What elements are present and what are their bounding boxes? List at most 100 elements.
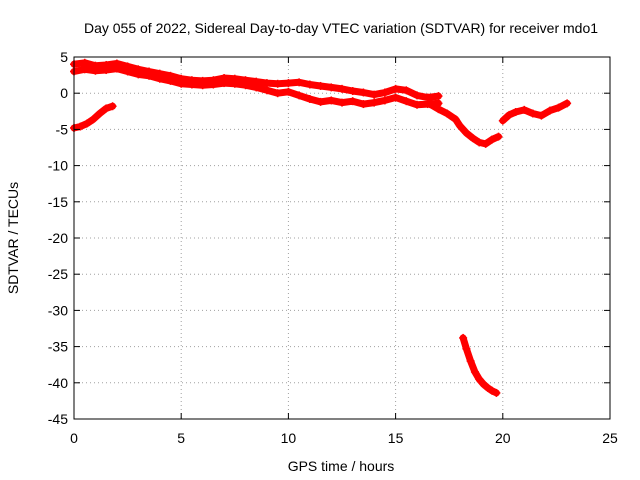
- data-point: [359, 88, 368, 97]
- x-tick-label: 15: [388, 430, 404, 446]
- data-point: [475, 375, 484, 384]
- data-point: [295, 78, 304, 87]
- data-point: [528, 109, 537, 118]
- data-point: [112, 64, 121, 73]
- y-tick-label: -45: [48, 411, 68, 427]
- data-point: [462, 129, 471, 138]
- data-point: [370, 90, 379, 99]
- data-point: [76, 122, 85, 131]
- x-tick-label: 20: [495, 430, 511, 446]
- y-tick-label: -20: [48, 230, 68, 246]
- y-tick-label: -5: [56, 121, 69, 137]
- data-point: [348, 87, 357, 96]
- x-tick-label: 5: [177, 430, 185, 446]
- y-tick-label: -40: [48, 375, 68, 391]
- data-point: [305, 80, 314, 89]
- y-tick-label: -10: [48, 158, 68, 174]
- data-point: [102, 66, 111, 75]
- data-point: [505, 110, 514, 119]
- data-point: [102, 104, 111, 113]
- y-tick-label: -35: [48, 339, 68, 355]
- data-point: [145, 71, 154, 80]
- data-point: [479, 380, 488, 389]
- data-point: [166, 76, 175, 85]
- data-point: [316, 81, 325, 90]
- data-point: [494, 132, 503, 141]
- data-point: [80, 65, 89, 74]
- data-point: [284, 79, 293, 88]
- series-track-17-to-20: [426, 100, 502, 148]
- data-point: [327, 96, 336, 105]
- data-point: [108, 102, 117, 111]
- data-point: [554, 103, 563, 112]
- data-point: [230, 79, 239, 88]
- data-point: [434, 92, 443, 101]
- x-tick-label: 10: [281, 430, 297, 446]
- data-point: [370, 98, 379, 107]
- data-point: [520, 105, 529, 114]
- data-point: [262, 86, 271, 95]
- y-tick-label: -25: [48, 266, 68, 282]
- data-point: [177, 79, 186, 88]
- data-point: [492, 388, 501, 397]
- y-tick-label: -30: [48, 302, 68, 318]
- data-point: [241, 81, 250, 90]
- data-point: [89, 115, 98, 124]
- data-point: [220, 79, 229, 88]
- data-point: [488, 386, 497, 395]
- data-point: [284, 87, 293, 96]
- data-point: [391, 93, 400, 102]
- data-point: [327, 83, 336, 92]
- data-point: [82, 119, 91, 128]
- data-point: [475, 138, 484, 147]
- data-point: [402, 86, 411, 95]
- x-tick-label: 0: [70, 430, 78, 446]
- data-point: [498, 116, 507, 125]
- data-point: [545, 106, 554, 115]
- data-point: [209, 80, 218, 89]
- data-point: [273, 89, 282, 98]
- data-point: [466, 357, 475, 366]
- data-point: [155, 74, 164, 83]
- chart-title: Day 055 of 2022, Sidereal Day-to-day VTE…: [84, 20, 598, 36]
- data-point: [443, 109, 452, 118]
- x-axis-label: GPS time / hours: [288, 458, 395, 474]
- data-point: [338, 84, 346, 93]
- data-point: [451, 115, 460, 124]
- data-point: [511, 108, 520, 117]
- data-point: [402, 97, 411, 106]
- data-point: [425, 100, 434, 109]
- data-point: [455, 121, 464, 130]
- data-point: [198, 81, 207, 90]
- data-point: [338, 98, 346, 107]
- data-point: [488, 135, 497, 144]
- data-points: [70, 58, 572, 397]
- y-tick-label: -15: [48, 194, 68, 210]
- data-point: [348, 97, 357, 106]
- data-point: [295, 91, 304, 100]
- data-point: [134, 70, 143, 79]
- data-point: [563, 99, 572, 108]
- data-point: [91, 66, 100, 75]
- y-tick-label: 5: [60, 49, 68, 65]
- data-point: [123, 67, 132, 76]
- data-point: [470, 367, 479, 376]
- data-point: [95, 109, 104, 118]
- data-point: [359, 100, 368, 109]
- data-point: [380, 96, 389, 105]
- data-point: [316, 97, 325, 106]
- data-point: [483, 383, 492, 392]
- data-point: [252, 83, 261, 92]
- data-point: [262, 79, 271, 88]
- data-point: [380, 88, 389, 97]
- data-point: [413, 100, 422, 109]
- data-point: [481, 139, 490, 148]
- x-tick-label: 25: [602, 430, 618, 446]
- y-tick-label: 0: [60, 85, 68, 101]
- data-point: [413, 91, 422, 100]
- data-point: [468, 134, 477, 143]
- data-point: [537, 111, 546, 120]
- data-point: [187, 80, 196, 89]
- data-point: [434, 105, 443, 114]
